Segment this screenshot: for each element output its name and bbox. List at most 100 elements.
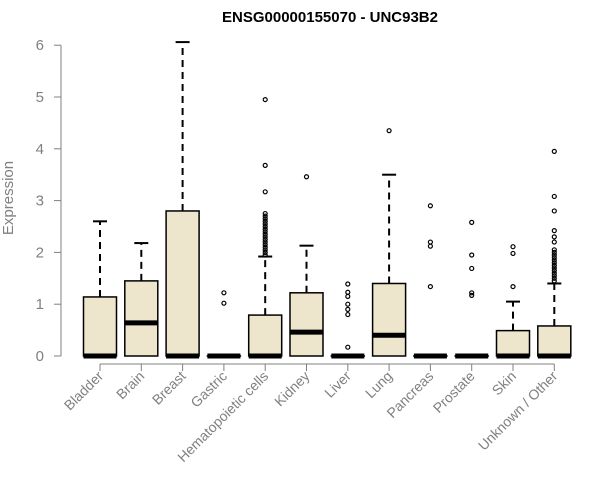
outlier-point: [551, 262, 557, 268]
outlier-point: [345, 344, 351, 350]
outlier-point: [551, 193, 557, 200]
y-tick-label: 6: [36, 37, 44, 54]
outlier-point: [262, 229, 268, 235]
outlier-point: [427, 243, 433, 249]
outlier-point: [427, 239, 433, 245]
box-group: [289, 174, 324, 357]
outlier-point: [551, 252, 557, 258]
outlier-point: [551, 257, 557, 263]
outlier-point: [551, 249, 557, 255]
chart-title: ENSG00000155070 - UNC93B2: [222, 9, 438, 26]
outlier-point: [262, 252, 268, 258]
outlier-point: [262, 162, 268, 168]
outlier-point: [427, 283, 433, 290]
y-tick-label: 2: [36, 244, 44, 261]
outlier-point: [551, 270, 557, 276]
outlier-point: [551, 275, 557, 281]
outlier-point: [551, 247, 557, 253]
box-group: [495, 244, 531, 359]
outlier-point: [262, 218, 268, 224]
box: [247, 314, 283, 357]
x-tick-label: Kidney: [271, 368, 313, 410]
box-group: [206, 290, 242, 359]
outlier-point: [469, 292, 475, 298]
outlier-point: [551, 265, 557, 271]
outlier-point: [262, 231, 268, 237]
x-tick-label: Liver: [321, 368, 354, 401]
y-axis: 0 1 2 3 4 5 6: [36, 37, 62, 365]
y-tick-label: 5: [36, 89, 44, 106]
x-tick-label: Brain: [113, 368, 147, 402]
y-tick-label: 1: [36, 296, 44, 313]
outlier-point: [262, 234, 268, 240]
outlier-point: [551, 234, 557, 240]
outlier-point: [551, 254, 557, 261]
outlier-point: [345, 281, 351, 287]
x-tick-label: Lung: [362, 368, 395, 401]
outlier-point: [551, 273, 557, 279]
box-group: [454, 219, 489, 359]
outlier-point: [262, 239, 268, 245]
box-group: [330, 281, 366, 359]
x-tick-label: Breast: [149, 368, 189, 408]
outlier-point: [262, 210, 268, 217]
box: [371, 282, 407, 357]
outlier-point: [551, 239, 557, 245]
outlier-point: [345, 311, 351, 318]
outlier-point: [262, 216, 268, 222]
outlier-point: [262, 242, 268, 248]
outlier-point: [262, 236, 268, 243]
box-group: [371, 128, 407, 357]
y-tick-label: 0: [36, 348, 44, 365]
box: [537, 325, 572, 357]
outlier-point: [303, 174, 310, 180]
outlier-point: [262, 221, 268, 227]
box: [124, 280, 159, 357]
box: [165, 210, 200, 357]
outlier-point: [262, 247, 268, 253]
outlier-point: [551, 260, 557, 266]
outlier-point: [551, 278, 557, 284]
box-group: [413, 203, 448, 359]
outlier-point: [469, 219, 475, 225]
outlier-point: [427, 203, 433, 209]
outlier-point: [262, 249, 268, 255]
outlier-point: [345, 293, 351, 300]
outlier-point: [262, 189, 268, 195]
box-group: [537, 148, 572, 359]
plot-area: [82, 41, 572, 359]
outlier-point: [345, 306, 351, 312]
outlier-point: [221, 290, 227, 296]
outlier-point: [262, 213, 268, 219]
box: [82, 296, 118, 357]
box-group: [82, 220, 118, 359]
outlier-point: [262, 226, 268, 232]
y-tick-label: 4: [36, 141, 44, 158]
outlier-point: [345, 289, 351, 295]
outlier-point: [551, 228, 557, 234]
box: [289, 292, 324, 357]
outlier-point: [510, 283, 516, 290]
outlier-point: [469, 252, 475, 258]
outlier-point: [469, 290, 475, 296]
outlier-point: [551, 148, 557, 154]
outlier-point: [510, 250, 516, 257]
box-group: [247, 96, 283, 359]
x-tick-label: Skin: [489, 368, 520, 399]
outlier-point: [551, 267, 557, 274]
y-axis-label: Expression: [0, 161, 17, 235]
x-tick-label: Prostate: [430, 368, 478, 416]
outlier-point: [345, 301, 351, 307]
box: [495, 329, 531, 357]
y-tick-label: 3: [36, 193, 44, 210]
outlier-point: [262, 244, 268, 250]
outlier-point: [551, 208, 557, 214]
box-group: [165, 41, 200, 359]
outlier-point: [262, 223, 268, 230]
outlier-point: [221, 300, 227, 306]
outlier-point: [262, 96, 268, 103]
x-tick-label: Bladder: [61, 368, 107, 414]
box-group: [124, 242, 159, 357]
